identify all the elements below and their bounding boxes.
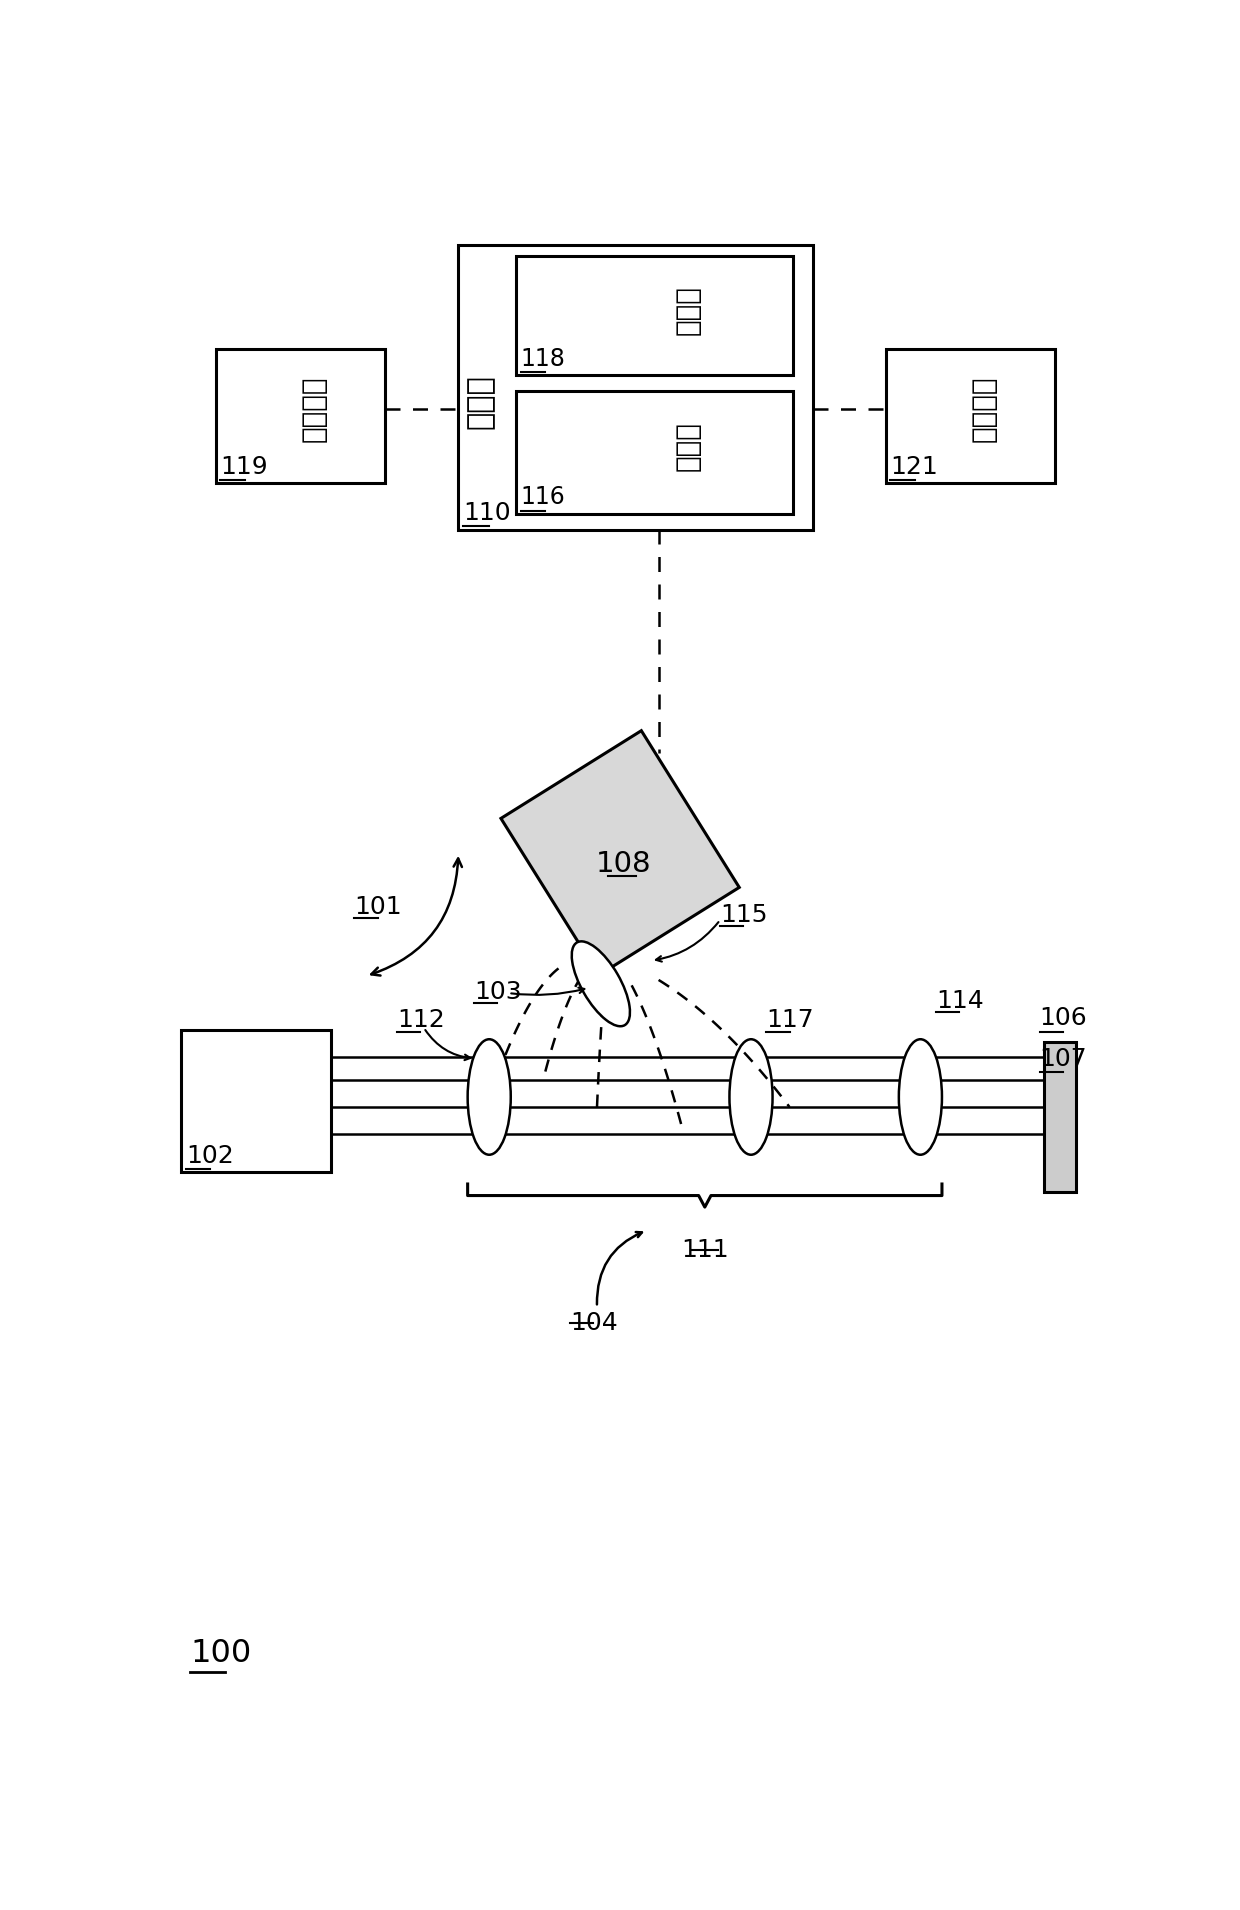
Text: 115: 115 — [720, 903, 768, 926]
Ellipse shape — [572, 942, 630, 1026]
Text: 用户接口: 用户接口 — [300, 376, 329, 443]
Text: 处理器: 处理器 — [675, 422, 702, 472]
Bar — [181, 1029, 331, 1173]
Text: 117: 117 — [766, 1008, 813, 1031]
Text: 100: 100 — [191, 1639, 252, 1669]
Text: 101: 101 — [355, 894, 402, 919]
Text: 116: 116 — [521, 485, 565, 510]
Text: 119: 119 — [221, 455, 268, 479]
Bar — [516, 392, 794, 514]
Text: 110: 110 — [463, 500, 511, 525]
Ellipse shape — [899, 1039, 942, 1156]
Text: 107: 107 — [1040, 1047, 1087, 1072]
Text: 112: 112 — [397, 1008, 445, 1031]
Bar — [459, 244, 812, 529]
FancyArrowPatch shape — [371, 858, 463, 976]
Bar — [885, 348, 1055, 483]
Text: 102: 102 — [186, 1144, 233, 1167]
Ellipse shape — [467, 1039, 511, 1156]
Text: 106: 106 — [1040, 1007, 1087, 1029]
Text: 检查工具: 检查工具 — [970, 376, 998, 443]
Ellipse shape — [729, 1039, 773, 1156]
Polygon shape — [501, 732, 739, 976]
Text: 103: 103 — [474, 980, 522, 1003]
Text: 121: 121 — [890, 455, 939, 479]
Text: 111: 111 — [681, 1238, 729, 1263]
Text: 118: 118 — [521, 348, 565, 371]
Text: 控制器: 控制器 — [465, 374, 495, 428]
Text: 存储器: 存储器 — [675, 285, 702, 334]
Text: 114: 114 — [936, 989, 983, 1012]
Bar — [1044, 1041, 1076, 1192]
Text: 104: 104 — [570, 1310, 618, 1335]
Text: 108: 108 — [596, 850, 652, 879]
Bar — [516, 256, 794, 376]
Bar — [216, 348, 386, 483]
